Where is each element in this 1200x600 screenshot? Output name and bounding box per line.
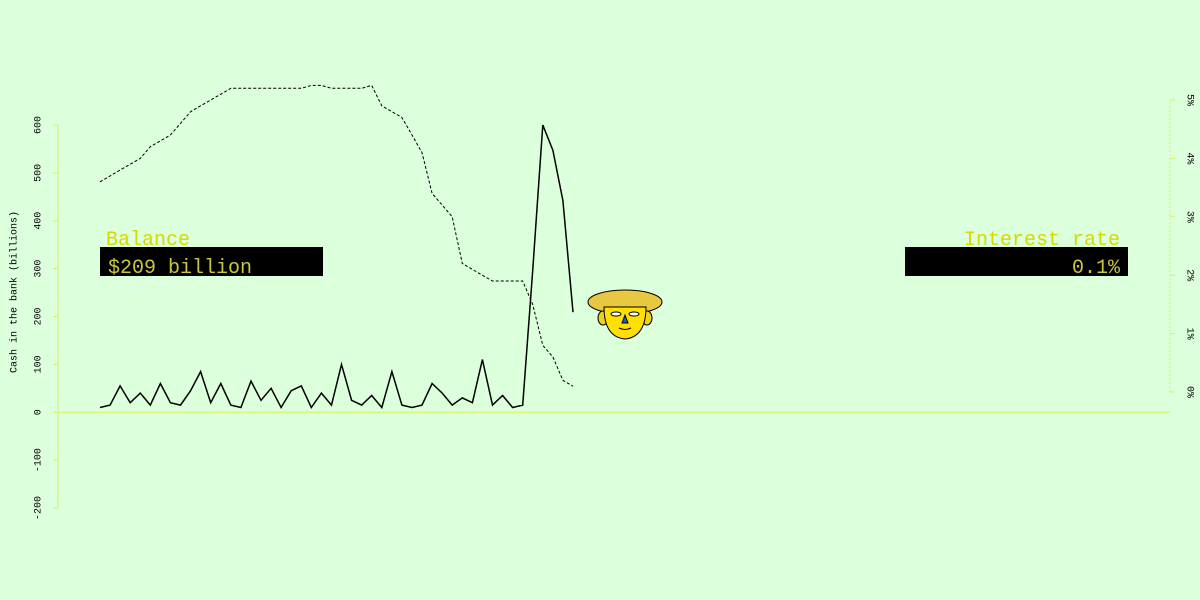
y2-tick-label: 3% [1183, 211, 1194, 223]
y-tick-label: 100 [34, 355, 45, 373]
y2-tick-label: 0% [1183, 386, 1194, 398]
rate-label: Interest rate [964, 229, 1120, 252]
rate-value: 0.1% [1072, 257, 1121, 280]
chart: -200 -100 0 100 200 300 400 500 600 0% 1% 2% 3% 4% 5% [34, 84, 1194, 520]
y2-tick-label: 4% [1183, 152, 1194, 164]
y-tick-label: 500 [34, 164, 45, 182]
player-face [587, 289, 663, 340]
y2-tick-label: 1% [1183, 328, 1194, 340]
rate-box [905, 247, 1128, 276]
y-axis-label: Cash in the bank (billions) [9, 211, 21, 373]
y2-tick-label: 5% [1183, 94, 1194, 106]
y-tick-label: 200 [34, 307, 45, 325]
y-tick-label: 400 [34, 212, 45, 230]
series-line [99, 124, 574, 410]
balance-panel: Balance $209 billion [100, 229, 323, 280]
y-tick-label: 0 [34, 409, 45, 415]
y2-tick-label: 2% [1183, 269, 1194, 281]
rate-panel: Interest rate 0.1% [905, 229, 1128, 280]
y-tick-label: 600 [34, 116, 45, 134]
y-tick-label: 300 [34, 260, 45, 278]
balance-value: $209 billion [108, 257, 252, 280]
balance-box [100, 247, 323, 276]
balance-label: Balance [106, 229, 190, 252]
y-tick-label: -200 [34, 496, 45, 520]
y-tick-label: -100 [34, 448, 45, 472]
